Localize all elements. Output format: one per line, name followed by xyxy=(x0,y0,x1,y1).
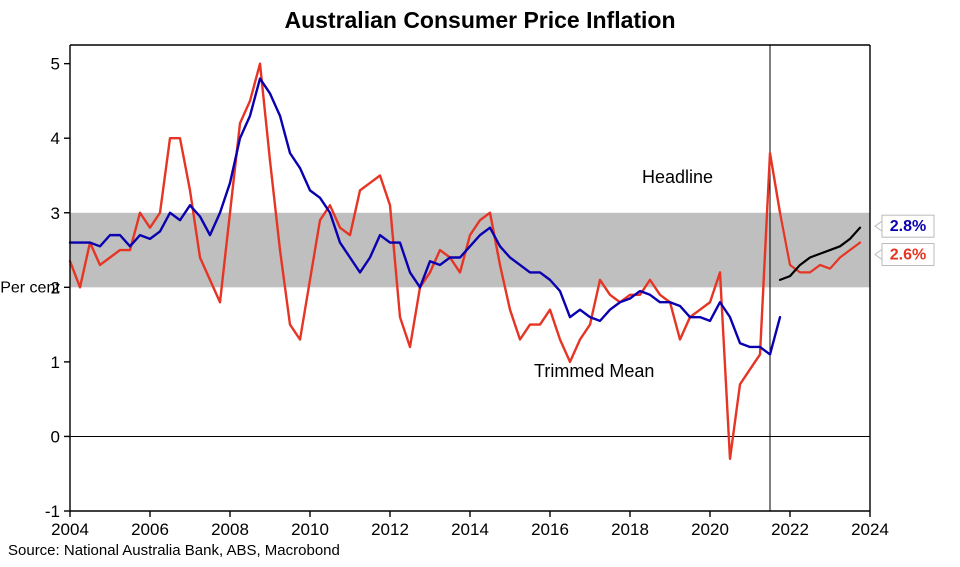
ytick-label: 4 xyxy=(51,129,60,148)
badge-trimmed: 2.8% xyxy=(875,215,934,237)
svg-text:2.6%: 2.6% xyxy=(890,247,926,264)
ytick-label: 1 xyxy=(51,353,60,372)
ytick-label: 0 xyxy=(51,427,60,446)
xtick-label: 2008 xyxy=(211,520,249,539)
trimmed-label: Trimmed Mean xyxy=(534,361,654,381)
xtick-label: 2010 xyxy=(291,520,329,539)
xtick-label: 2022 xyxy=(771,520,809,539)
xtick-label: 2020 xyxy=(691,520,729,539)
badge-headline: 2.6% xyxy=(875,244,934,266)
target-band xyxy=(70,213,870,288)
chart-title: Australian Consumer Price Inflation xyxy=(284,7,675,33)
xtick-label: 2012 xyxy=(371,520,409,539)
xtick-label: 2018 xyxy=(611,520,649,539)
source-text: Source: National Australia Bank, ABS, Ma… xyxy=(8,542,340,559)
xtick-label: 2016 xyxy=(531,520,569,539)
ytick-label: -1 xyxy=(45,502,60,521)
xtick-label: 2014 xyxy=(451,520,489,539)
ytick-label: 3 xyxy=(51,204,60,223)
inflation-chart: Australian Consumer Price Inflation -1 0 1 2… xyxy=(0,0,960,567)
xtick-label: 2004 xyxy=(51,520,89,539)
svg-text:2.8%: 2.8% xyxy=(890,218,926,235)
ytick-label: 5 xyxy=(51,55,60,74)
headline-label: Headline xyxy=(642,167,713,187)
y-axis-label: Per cent xyxy=(0,279,60,296)
xtick-label: 2006 xyxy=(131,520,169,539)
xtick-label: 2024 xyxy=(851,520,889,539)
